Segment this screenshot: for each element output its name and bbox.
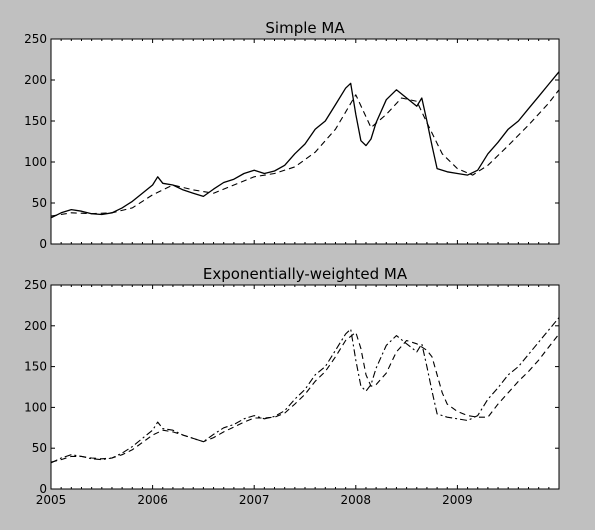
y-tick-label: 0 [39,237,47,251]
x-tick-label: 2009 [442,493,473,507]
y-tick-label: 150 [24,360,47,374]
chart-title: Exponentially-weighted MA [203,265,408,283]
series-line-1 [50,71,560,219]
y-tick-label: 50 [32,441,47,455]
x-tick-label: 2006 [137,493,168,507]
y-tick-label: 200 [24,73,47,87]
y-tick-label: 250 [24,32,47,46]
series-line-1 [50,317,560,464]
y-tick-label: 200 [24,319,47,333]
x-tick-label: 2005 [36,493,67,507]
y-tick-label: 150 [24,114,47,128]
x-tick-label: 2008 [341,493,372,507]
ewma-chart: Exponentially-weighted MA 0 50 100 150 200 250… [24,265,560,507]
y-tick-label: 0 [39,482,47,496]
axes-frame [50,38,560,245]
y-tick-label: 250 [24,278,47,292]
simple-ma-chart: Simple MA 0 50 100 150 200 250 [24,19,560,251]
axes-frame [50,284,560,490]
y-tick-label: 50 [32,196,47,210]
plot-area [51,39,559,244]
plot-area [51,285,559,489]
series-line-2 [50,89,560,217]
x-tick-label: 2007 [239,493,270,507]
y-tick-label: 100 [24,155,47,169]
y-tick-label: 100 [24,400,47,414]
chart-title: Simple MA [265,19,345,37]
